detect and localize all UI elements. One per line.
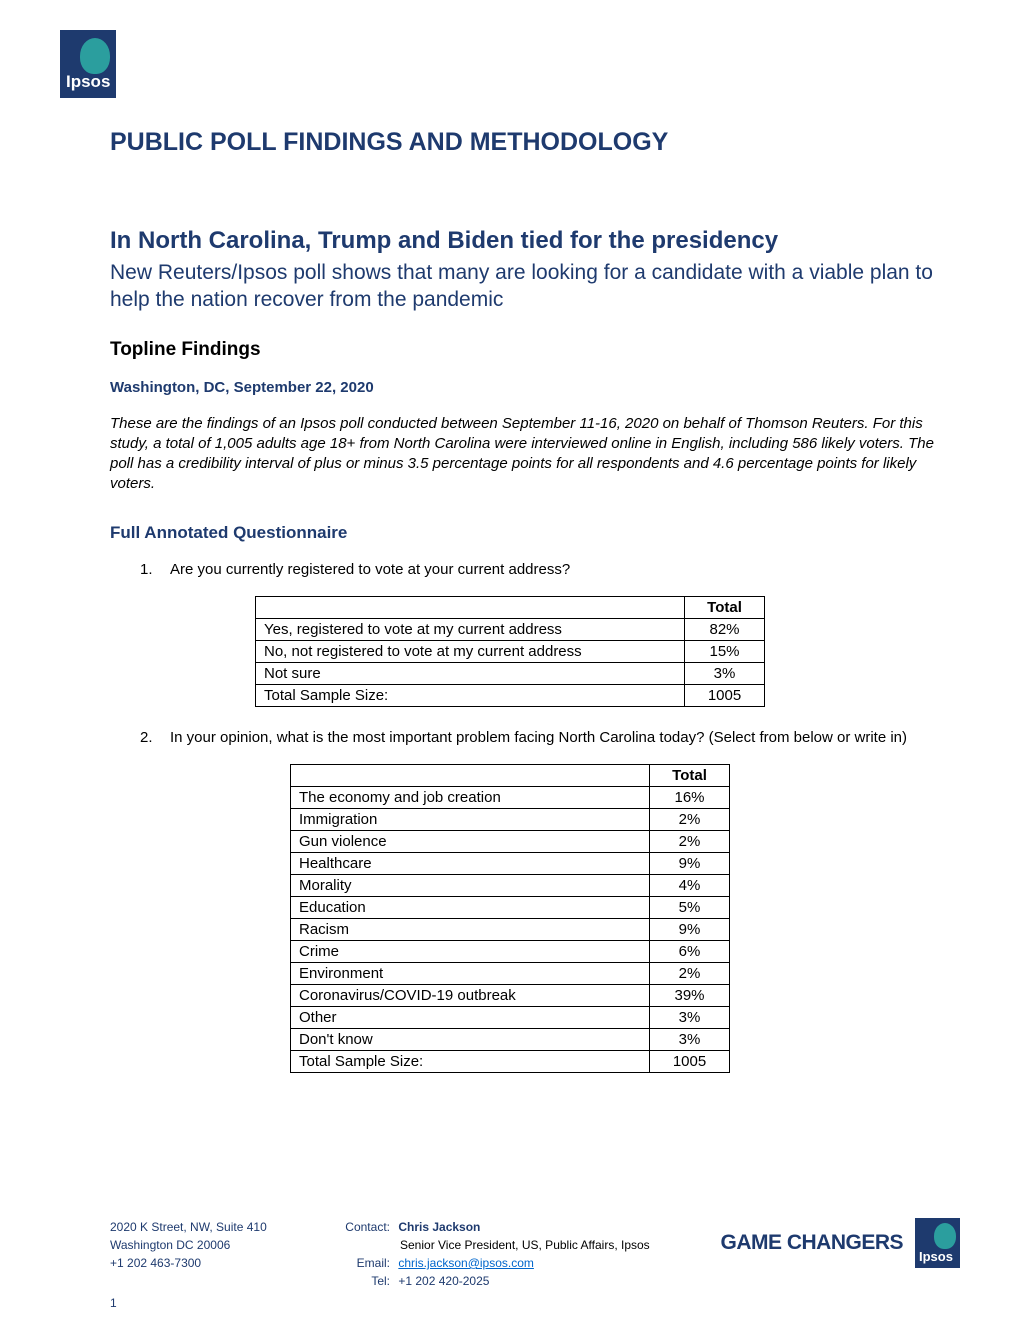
q1-num: 1. xyxy=(140,561,170,578)
table-row: Total Sample Size: 1005 xyxy=(256,684,765,706)
logo-text: Ipsos xyxy=(66,72,110,92)
table-row: Not sure 3% xyxy=(256,662,765,684)
address-line: 2020 K Street, NW, Suite 410 xyxy=(110,1218,340,1236)
table-cell: Crime xyxy=(291,940,650,962)
main-title: PUBLIC POLL FINDINGS AND METHODOLOGY xyxy=(110,128,960,157)
table-cell: Immigration xyxy=(291,808,650,830)
ipsos-logo: Ipsos xyxy=(60,30,116,98)
table-cell: Other xyxy=(291,1006,650,1028)
table-row: Racism9% xyxy=(291,918,730,940)
table-row: Education5% xyxy=(291,896,730,918)
table-header: Total xyxy=(685,596,765,618)
table-cell xyxy=(256,596,685,618)
q2-text: In your opinion, what is the most import… xyxy=(170,729,960,746)
email-label: Email: xyxy=(340,1254,395,1272)
question-1: 1. Are you currently registered to vote … xyxy=(140,561,960,578)
date-location: Washington, DC, September 22, 2020 xyxy=(110,379,960,396)
table-row: Total xyxy=(256,596,765,618)
table-cell: Environment xyxy=(291,962,650,984)
table-cell: Morality xyxy=(291,874,650,896)
q1-text: Are you currently registered to vote at … xyxy=(170,561,960,578)
article-title: In North Carolina, Trump and Biden tied … xyxy=(110,227,960,255)
table-cell: 2% xyxy=(650,808,730,830)
table-row: Healthcare9% xyxy=(291,852,730,874)
table-row: Don't know3% xyxy=(291,1028,730,1050)
table-row: Immigration2% xyxy=(291,808,730,830)
table-cell: 6% xyxy=(650,940,730,962)
logo-small-text: Ipsos xyxy=(919,1249,953,1264)
footer-contact: Contact: Chris Jackson Senior Vice Presi… xyxy=(340,1218,720,1290)
table-cell: 1005 xyxy=(650,1050,730,1072)
table-row: Coronavirus/COVID-19 outbreak39% xyxy=(291,984,730,1006)
table-cell: 3% xyxy=(685,662,765,684)
contact-title: Senior Vice President, US, Public Affair… xyxy=(340,1236,720,1254)
table-cell: Gun violence xyxy=(291,830,650,852)
footer-address: 2020 K Street, NW, Suite 410 Washington … xyxy=(110,1218,340,1272)
table-row: Yes, registered to vote at my current ad… xyxy=(256,618,765,640)
table-cell: 3% xyxy=(650,1028,730,1050)
question-2: 2. In your opinion, what is the most imp… xyxy=(140,729,960,746)
table-cell xyxy=(291,764,650,786)
table-row: Total xyxy=(291,764,730,786)
table-cell: 1005 xyxy=(685,684,765,706)
contact-name: Chris Jackson xyxy=(398,1220,480,1234)
table-cell: 3% xyxy=(650,1006,730,1028)
table-cell: 16% xyxy=(650,786,730,808)
table-row: Other3% xyxy=(291,1006,730,1028)
table-row: The economy and job creation16% xyxy=(291,786,730,808)
contact-tel: +1 202 420-2025 xyxy=(398,1274,489,1288)
table-row: Gun violence2% xyxy=(291,830,730,852)
table-q2: Total The economy and job creation16% Im… xyxy=(290,764,730,1073)
table-cell: Education xyxy=(291,896,650,918)
table-cell: 2% xyxy=(650,962,730,984)
topline-heading: Topline Findings xyxy=(110,339,960,361)
table-cell: Yes, registered to vote at my current ad… xyxy=(256,618,685,640)
table-cell: 5% xyxy=(650,896,730,918)
tel-label: Tel: xyxy=(340,1272,395,1290)
table-row: Morality4% xyxy=(291,874,730,896)
table-row: Environment2% xyxy=(291,962,730,984)
address-phone: +1 202 463-7300 xyxy=(110,1254,340,1272)
table-cell: Not sure xyxy=(256,662,685,684)
table-cell: 2% xyxy=(650,830,730,852)
table-header: Total xyxy=(650,764,730,786)
table-row: Crime6% xyxy=(291,940,730,962)
table-cell: No, not registered to vote at my current… xyxy=(256,640,685,662)
table-cell: 39% xyxy=(650,984,730,1006)
table-cell: Healthcare xyxy=(291,852,650,874)
footer: 2020 K Street, NW, Suite 410 Washington … xyxy=(60,1218,960,1290)
table-row: No, not registered to vote at my current… xyxy=(256,640,765,662)
contact-label: Contact: xyxy=(340,1218,395,1236)
table-cell: Coronavirus/COVID-19 outbreak xyxy=(291,984,650,1006)
address-line: Washington DC 20006 xyxy=(110,1236,340,1254)
table-cell: 4% xyxy=(650,874,730,896)
table-cell: 9% xyxy=(650,918,730,940)
table-cell: Total Sample Size: xyxy=(256,684,685,706)
subtitle: New Reuters/Ipsos poll shows that many a… xyxy=(110,259,960,314)
table-cell: 9% xyxy=(650,852,730,874)
table-cell: 82% xyxy=(685,618,765,640)
table-cell: Don't know xyxy=(291,1028,650,1050)
logo-circle xyxy=(80,38,110,74)
body-text: These are the findings of an Ipsos poll … xyxy=(110,414,960,495)
contact-email[interactable]: chris.jackson@ipsos.com xyxy=(398,1256,534,1270)
table-cell: 15% xyxy=(685,640,765,662)
logo-small-circle xyxy=(934,1223,956,1249)
footer-right: GAME CHANGERS Ipsos xyxy=(720,1218,960,1268)
table-q1: Total Yes, registered to vote at my curr… xyxy=(255,596,765,707)
questionnaire-heading: Full Annotated Questionnaire xyxy=(110,523,960,543)
page-number: 1 xyxy=(110,1296,117,1310)
table-cell: The economy and job creation xyxy=(291,786,650,808)
ipsos-logo-small: Ipsos xyxy=(915,1218,960,1268)
table-cell: Total Sample Size: xyxy=(291,1050,650,1072)
q2-num: 2. xyxy=(140,729,170,746)
tagline: GAME CHANGERS xyxy=(720,1231,903,1255)
table-cell: Racism xyxy=(291,918,650,940)
table-row: Total Sample Size:1005 xyxy=(291,1050,730,1072)
